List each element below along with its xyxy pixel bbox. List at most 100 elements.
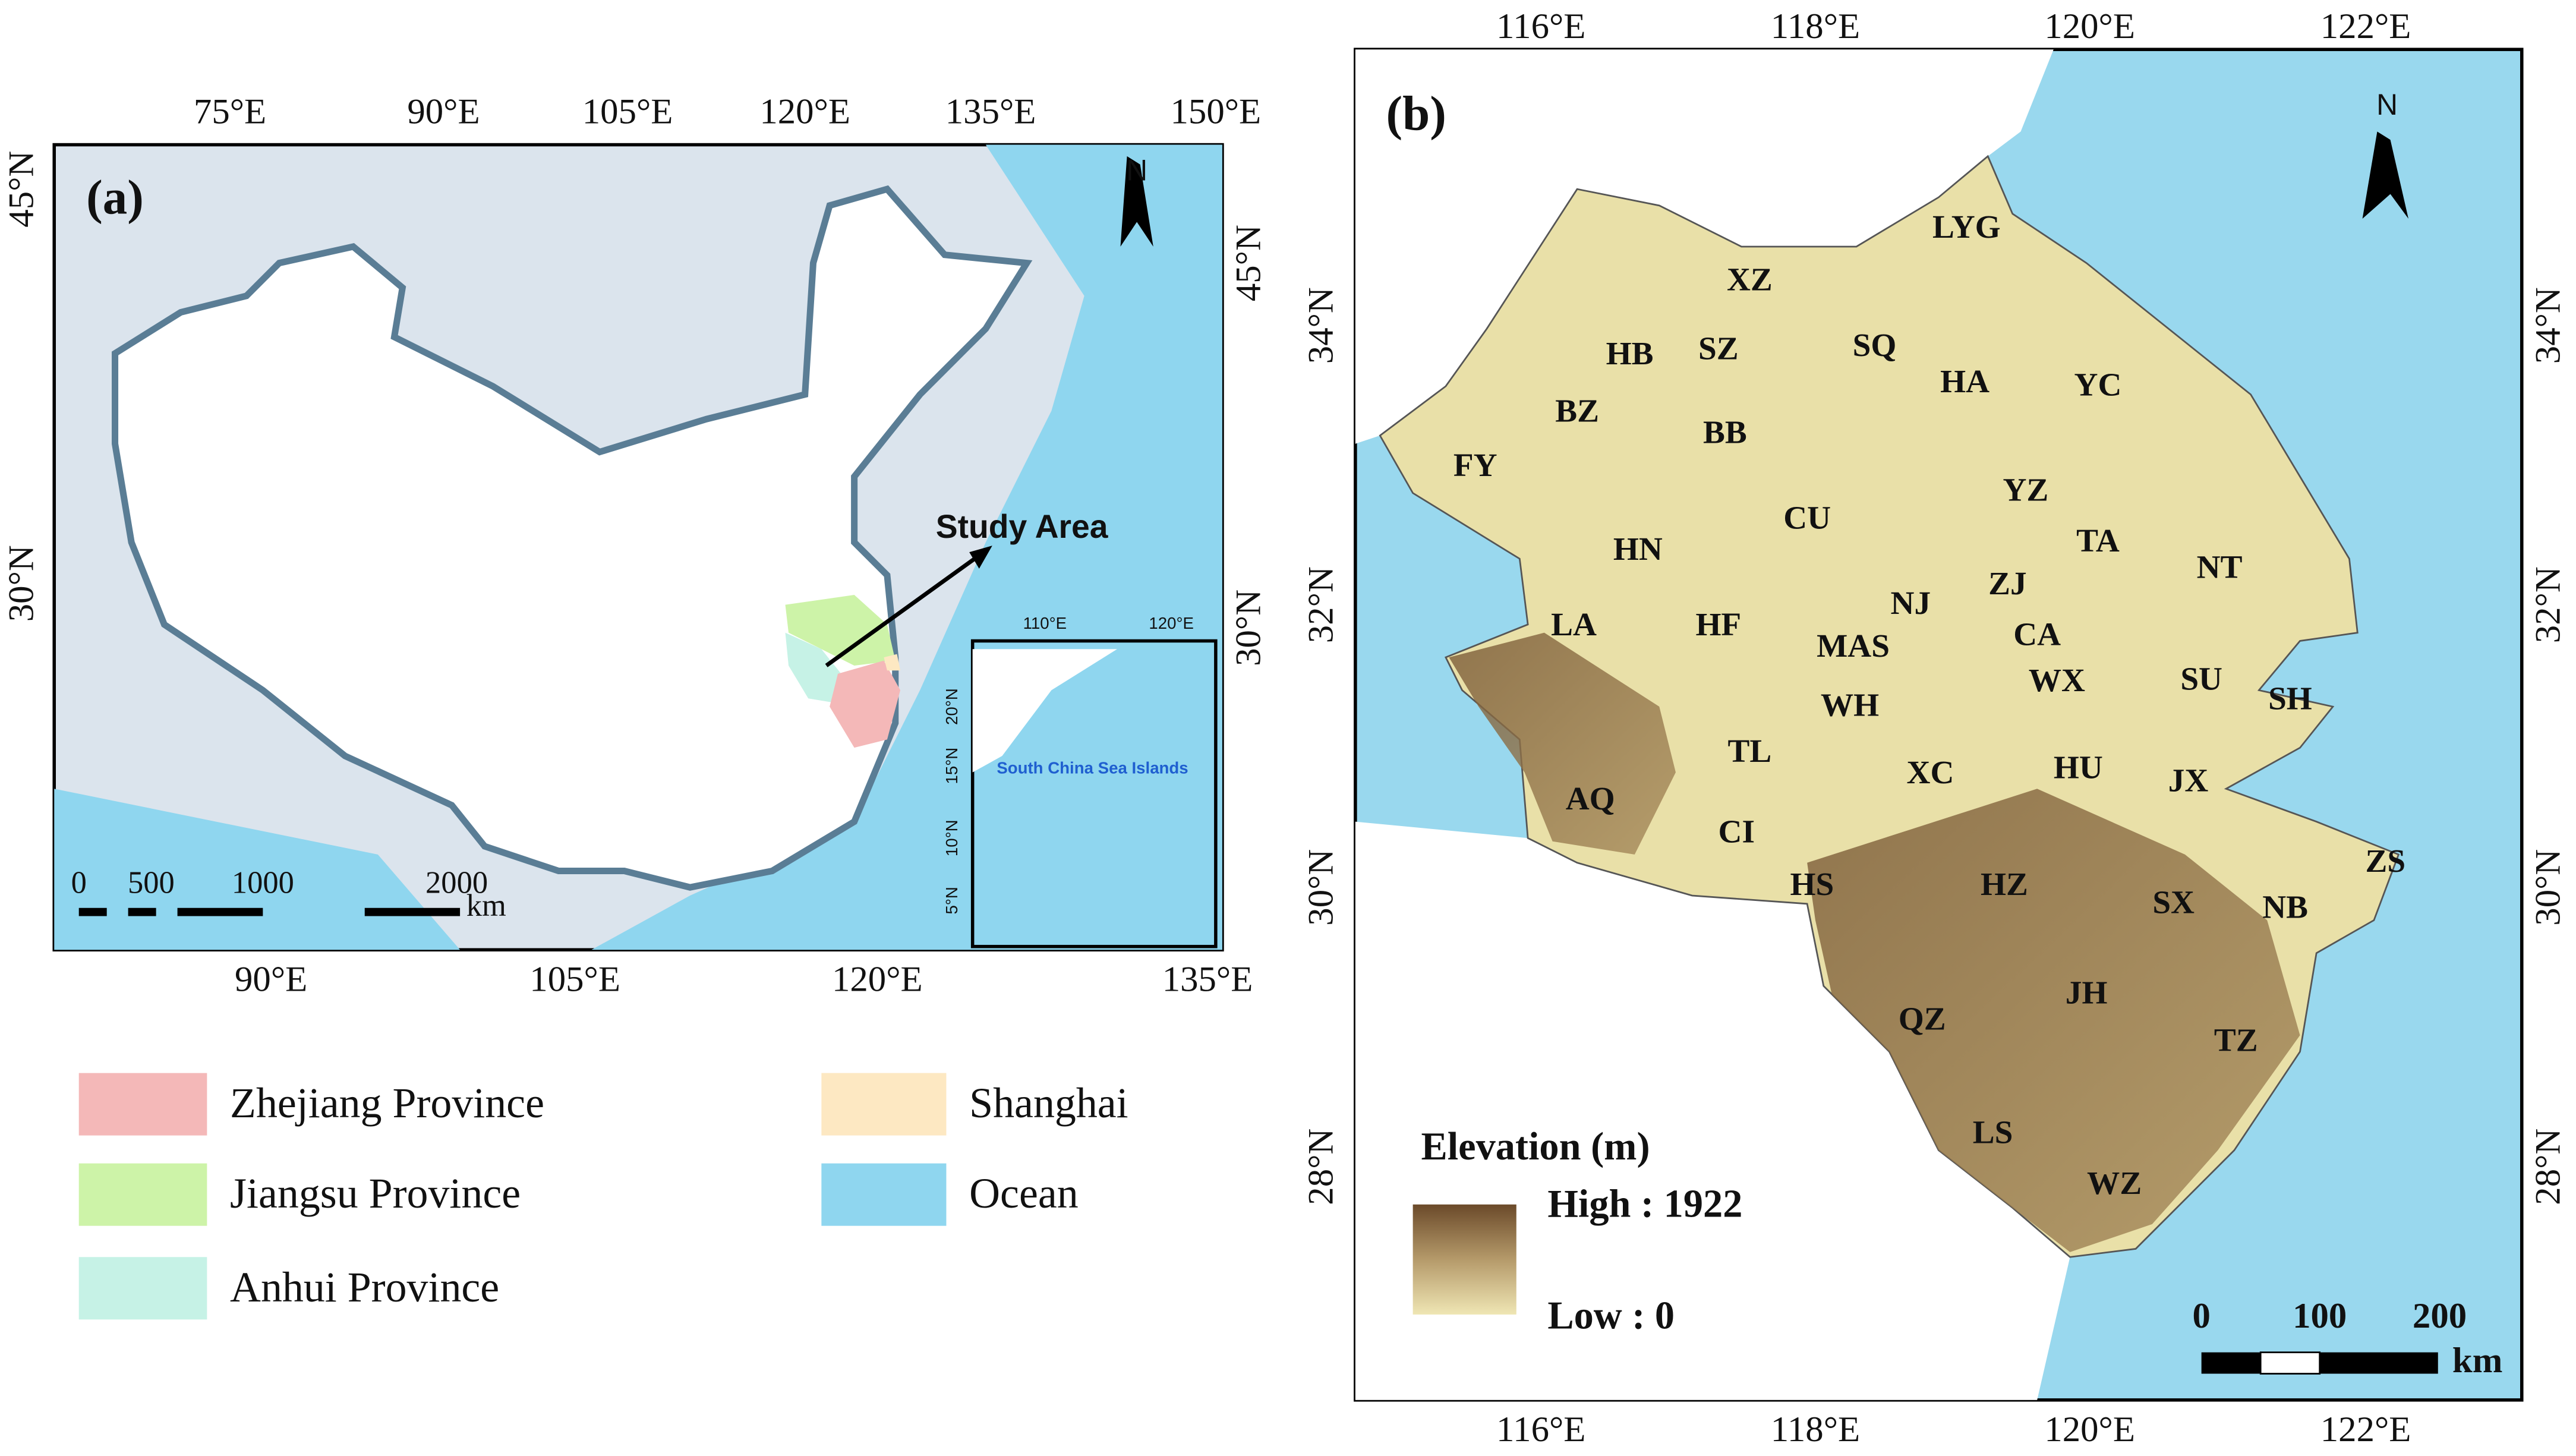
mountains — [1449, 632, 1676, 855]
city-code: CI — [1719, 813, 1755, 849]
longitude-label: 118°E — [1771, 1410, 1860, 1449]
city-code: SU — [2180, 660, 2222, 697]
city-code: AQ — [1566, 780, 1615, 817]
city-code: MAS — [1817, 628, 1890, 664]
city-code: SX — [2152, 884, 2195, 920]
inset-longitude: 110°E — [1023, 614, 1067, 632]
latitude-label: 45°N — [1229, 225, 1269, 301]
arrow-head — [969, 546, 992, 569]
longitude-label: 116°E — [1496, 7, 1585, 46]
inset-latitude: 5°N — [942, 887, 961, 914]
legend-title: Elevation (m) — [1421, 1125, 1650, 1168]
legend-label: Shanghai — [969, 1079, 1128, 1127]
longitude-label: 116°E — [1496, 1410, 1585, 1449]
longitude-label: 120°E — [832, 959, 923, 999]
longitude-label: 90°E — [407, 92, 480, 132]
scale-bar — [2201, 1351, 2438, 1375]
shanghai — [884, 654, 901, 671]
longitude-label: 135°E — [945, 92, 1036, 132]
city-code: WX — [2029, 662, 2085, 698]
latitude-label: 28°N — [2528, 1129, 2568, 1205]
longitude-label: 105°E — [529, 959, 620, 999]
inset-latitude: 15°N — [942, 748, 961, 784]
longitude-label: 122°E — [2320, 1410, 2411, 1449]
latitude-label: 34°N — [1301, 287, 1341, 364]
city-code: HA — [1940, 363, 1989, 399]
city-code: YZ — [2003, 471, 2048, 508]
city-code: HN — [1613, 531, 1663, 567]
city-code: JH — [2066, 974, 2108, 1010]
city-code: HS — [1790, 866, 1834, 902]
latitude-label: 30°N — [1, 545, 41, 622]
city-code: WH — [1821, 687, 1879, 723]
latitude-label: 30°N — [1229, 590, 1269, 666]
city-code: ZJ — [1988, 565, 2027, 601]
longitude-label: 90°E — [235, 959, 307, 999]
longitude-label: 120°E — [2044, 7, 2135, 46]
annotation: Study Area — [936, 508, 1109, 545]
city-code: FY — [1453, 447, 1497, 483]
legend-low: Low : 0 — [1547, 1294, 1675, 1338]
legend-swatch — [78, 1257, 207, 1320]
city-code: HU — [2054, 749, 2103, 786]
latitude-label: 28°N — [1301, 1129, 1341, 1205]
city-code: LS — [1973, 1114, 2013, 1150]
city-code: TZ — [2214, 1022, 2258, 1058]
longitude-label: 122°E — [2320, 7, 2411, 46]
panel-label: (b) — [1386, 86, 1446, 140]
city-code: ZS — [2365, 843, 2405, 879]
longitude-label: 105°E — [582, 92, 673, 132]
longitude-label: 150°E — [1171, 92, 1262, 132]
city-code: JX — [2168, 762, 2209, 799]
legend-label: Jiangsu Province — [230, 1170, 521, 1217]
scale-label: 100 — [2293, 1296, 2347, 1336]
scale-unit: km — [2452, 1341, 2502, 1381]
legend-swatch — [78, 1163, 207, 1226]
latitude-label: 32°N — [1301, 566, 1341, 643]
latitude-label: 32°N — [2528, 566, 2568, 643]
scale-label: 500 — [128, 865, 175, 900]
scale-label: 200 — [2413, 1296, 2467, 1336]
latitude-label: 30°N — [1301, 849, 1341, 926]
north-arrow — [2362, 131, 2409, 219]
latitude-label: 34°N — [2528, 287, 2568, 364]
legend-high: High : 1922 — [1547, 1183, 1742, 1226]
city-code: HF — [1695, 606, 1741, 642]
legend-swatch — [78, 1073, 207, 1136]
jiangsu — [785, 595, 896, 666]
inset-latitude: 10°N — [942, 820, 961, 856]
city-code: YC — [2074, 366, 2122, 402]
legend-label: Zhejiang Province — [230, 1079, 544, 1127]
longitude-label: 118°E — [1771, 7, 1860, 46]
anhui — [785, 632, 841, 704]
zhejiang — [830, 660, 901, 748]
inset-land — [972, 649, 1117, 773]
longitude-label: 120°E — [2044, 1410, 2135, 1449]
city-code: LA — [1551, 606, 1597, 642]
scale-unit: km — [466, 888, 506, 923]
city-code: LYG — [1932, 209, 2001, 245]
legend-swatch — [821, 1163, 947, 1226]
inset-longitude: 120°E — [1149, 614, 1194, 632]
mountains — [1807, 789, 2300, 1252]
north-label: N — [1126, 154, 1147, 187]
city-code: QZ — [1899, 1001, 1946, 1037]
longitude-label: 75°E — [194, 92, 266, 132]
city-code: HB — [1606, 335, 1654, 371]
arrow — [825, 553, 980, 667]
city-code: SZ — [1698, 330, 1739, 367]
city-code: SH — [2268, 680, 2312, 716]
city-code: NB — [2262, 889, 2308, 925]
china-outline — [111, 185, 1033, 891]
scale-label: 2000 — [425, 865, 488, 900]
scale-label: 1000 — [232, 865, 294, 900]
land-outside — [1355, 49, 2054, 444]
longitude-label: 135°E — [1162, 959, 1253, 999]
legend-label: Ocean — [969, 1170, 1079, 1217]
city-code: XZ — [1727, 261, 1773, 297]
city-code: NT — [2197, 549, 2243, 585]
city-code: WZ — [2087, 1165, 2142, 1201]
city-code: TA — [2076, 522, 2120, 559]
